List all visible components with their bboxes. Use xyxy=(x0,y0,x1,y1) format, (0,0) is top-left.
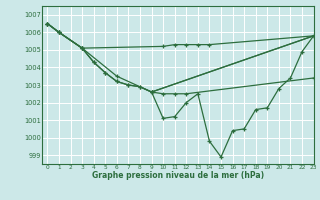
X-axis label: Graphe pression niveau de la mer (hPa): Graphe pression niveau de la mer (hPa) xyxy=(92,171,264,180)
